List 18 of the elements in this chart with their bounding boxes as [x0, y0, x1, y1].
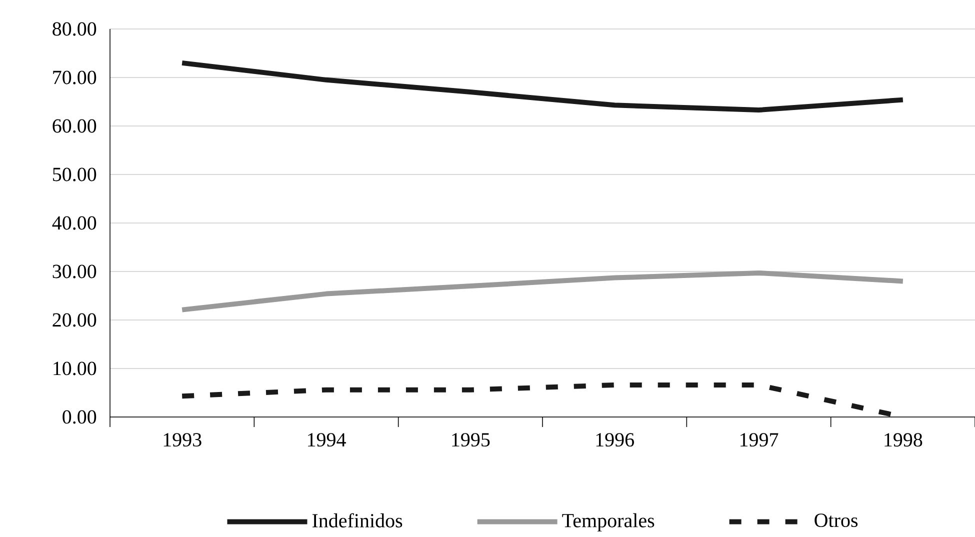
y-tick-label: 50.00: [53, 168, 96, 182]
y-tick-label: 60.00: [52, 119, 96, 133]
y-tick-label: 20.00: [52, 313, 96, 327]
y-tick-label: 10.00: [54, 362, 96, 376]
x-tick-label: 1998: [884, 433, 922, 447]
x-tick-label: 1997: [740, 433, 778, 447]
y-tick-label: 30.00: [52, 264, 96, 278]
legend-label: Temporales: [562, 513, 654, 532]
y-tick-label: 40.00: [52, 216, 96, 230]
y-tick-label: 80.00: [52, 22, 96, 36]
x-tick-label: 1994: [308, 433, 346, 447]
legend-label: Otros: [814, 514, 858, 528]
x-tick-label: 1995: [452, 433, 490, 447]
y-tick-label: 0.00: [62, 410, 96, 424]
x-tick-label: 1996: [596, 433, 634, 447]
y-tick-label: 70.00: [53, 70, 96, 84]
legend-label: Indefinidos: [312, 513, 402, 528]
x-tick-label: 1993: [164, 433, 202, 447]
